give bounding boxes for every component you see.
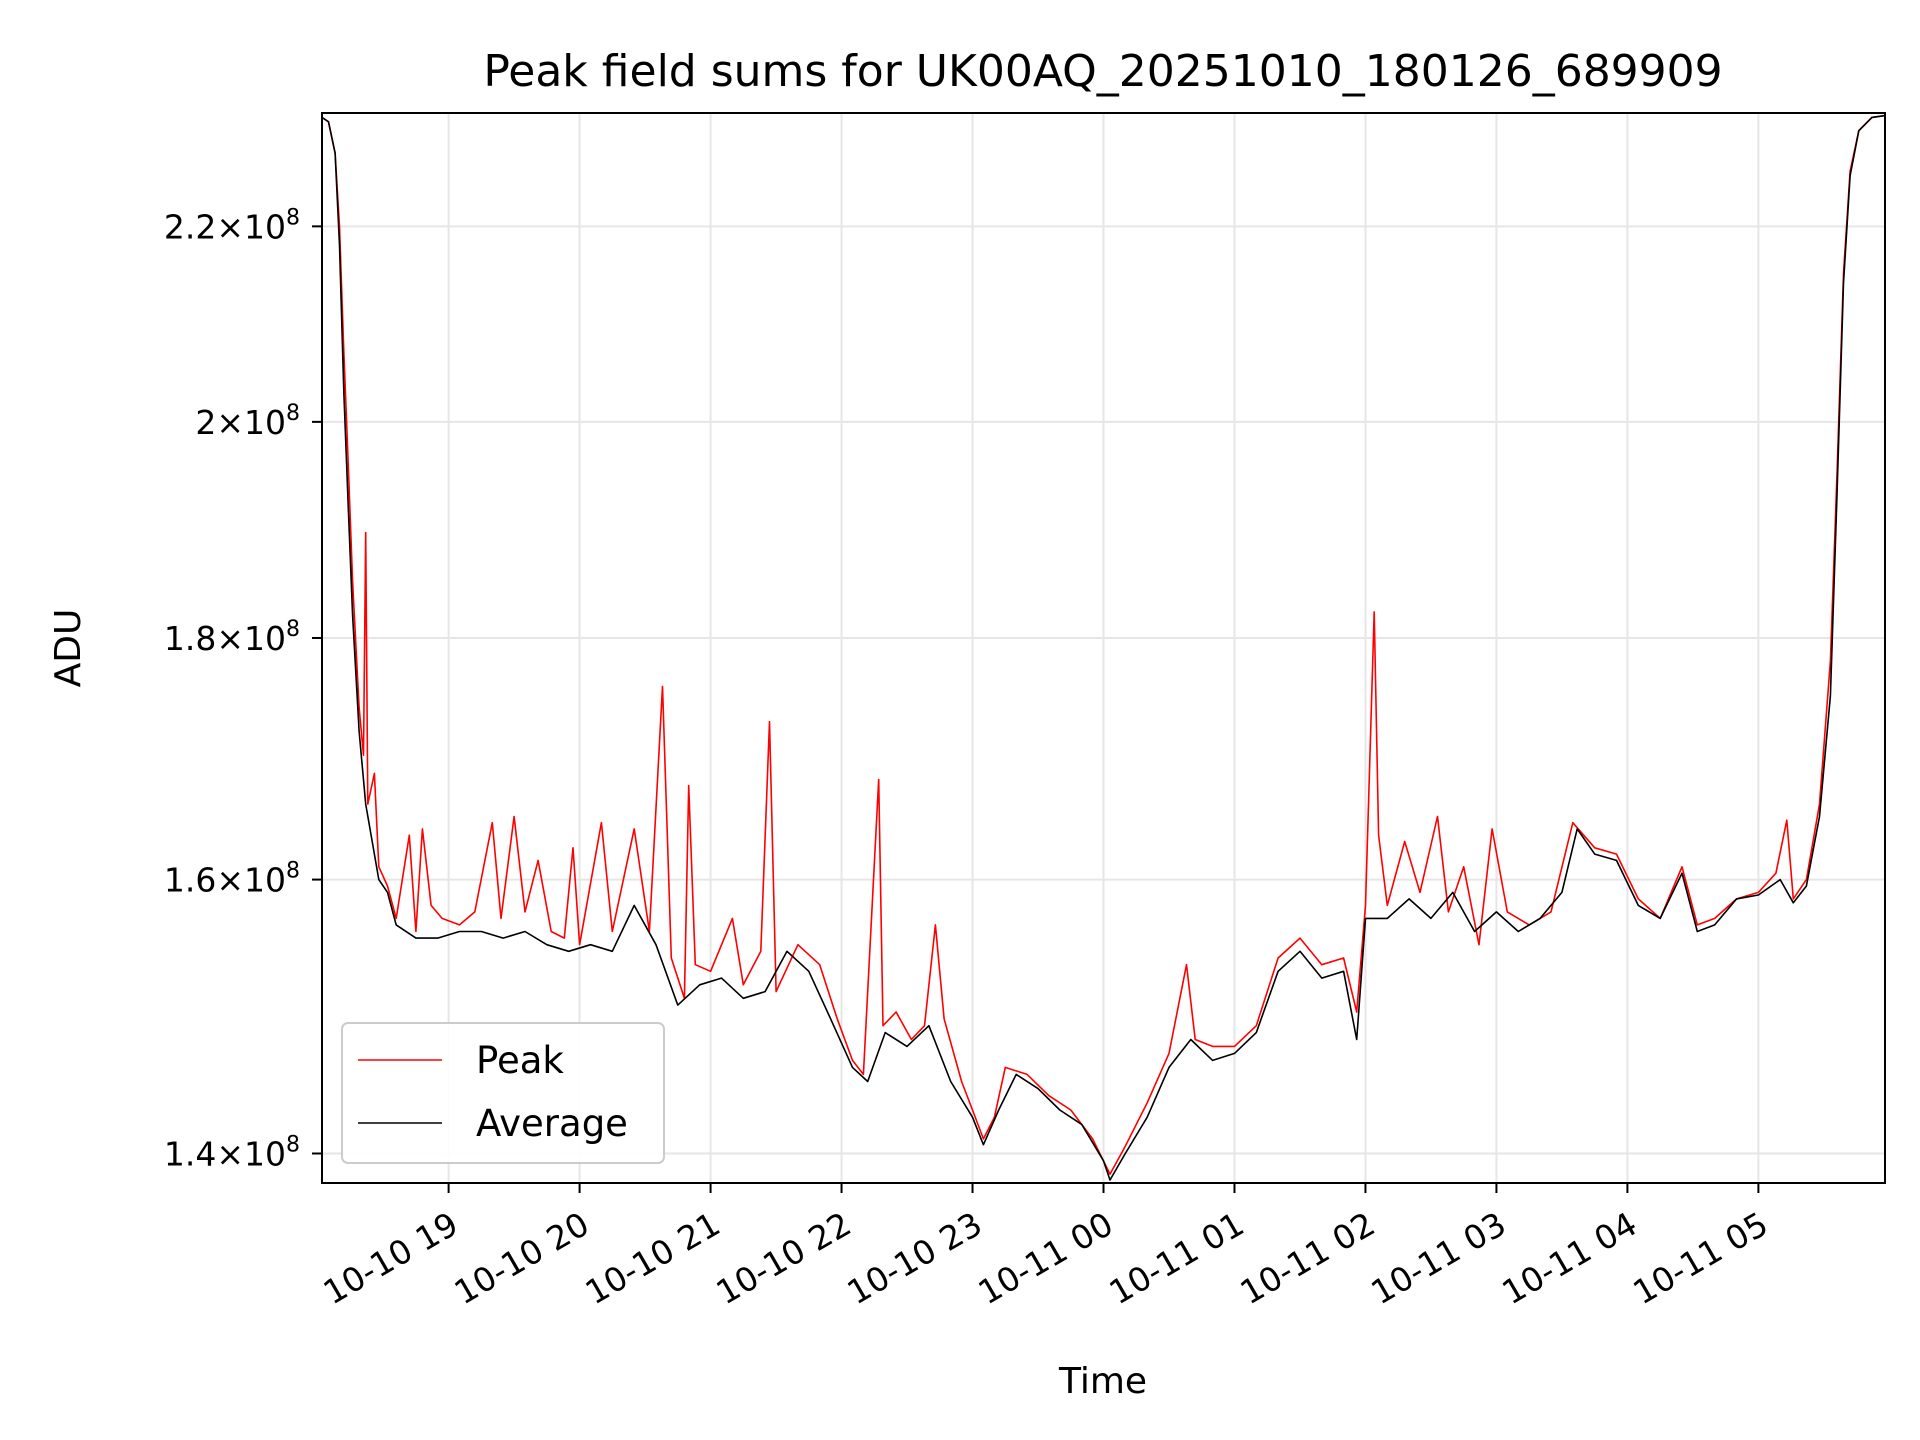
series-line-peak xyxy=(321,114,1886,1175)
y-tick-exponent: 8 xyxy=(286,617,300,642)
y-tick-exponent: 8 xyxy=(286,859,300,884)
legend-label-peak: Peak xyxy=(476,1039,564,1082)
y-tick-mantissa: 2.2 xyxy=(164,207,216,246)
legend: Peak Average xyxy=(341,1022,665,1164)
x-axis-label: Time xyxy=(1058,1361,1147,1402)
grid-lines xyxy=(322,113,1885,1183)
y-tick-label: 1.4×108 xyxy=(164,1132,300,1173)
y-tick-mantissa: 1.8 xyxy=(164,619,216,658)
series-line-average xyxy=(321,114,1886,1181)
legend-box xyxy=(341,1022,665,1164)
y-tick-times: ×10 xyxy=(216,619,286,658)
y-tick-times: ×10 xyxy=(216,861,286,900)
chart-title: Peak field sums for UK00AQ_20251010_1801… xyxy=(483,46,1722,97)
y-tick-mantissa: 1.4 xyxy=(164,1134,216,1173)
y-tick-label: 1.8×108 xyxy=(164,617,300,658)
y-tick-times: ×10 xyxy=(216,403,286,442)
y-tick-label: 1.6×108 xyxy=(164,859,300,900)
y-tick-exponent: 8 xyxy=(286,1132,300,1157)
legend-label-average: Average xyxy=(476,1102,628,1145)
series-lines xyxy=(321,114,1886,1181)
y-tick-times: ×10 xyxy=(216,207,286,246)
y-tick-exponent: 8 xyxy=(286,401,300,426)
y-axis-label: ADU xyxy=(48,609,89,688)
y-tick-times: ×10 xyxy=(216,1134,286,1173)
y-tick-label: 2×108 xyxy=(195,401,300,442)
y-tick-label: 2.2×108 xyxy=(164,205,300,246)
y-tick-mantissa: 1.6 xyxy=(164,861,216,900)
y-tick-exponent: 8 xyxy=(286,205,300,230)
y-tick-mantissa: 2 xyxy=(195,403,216,442)
